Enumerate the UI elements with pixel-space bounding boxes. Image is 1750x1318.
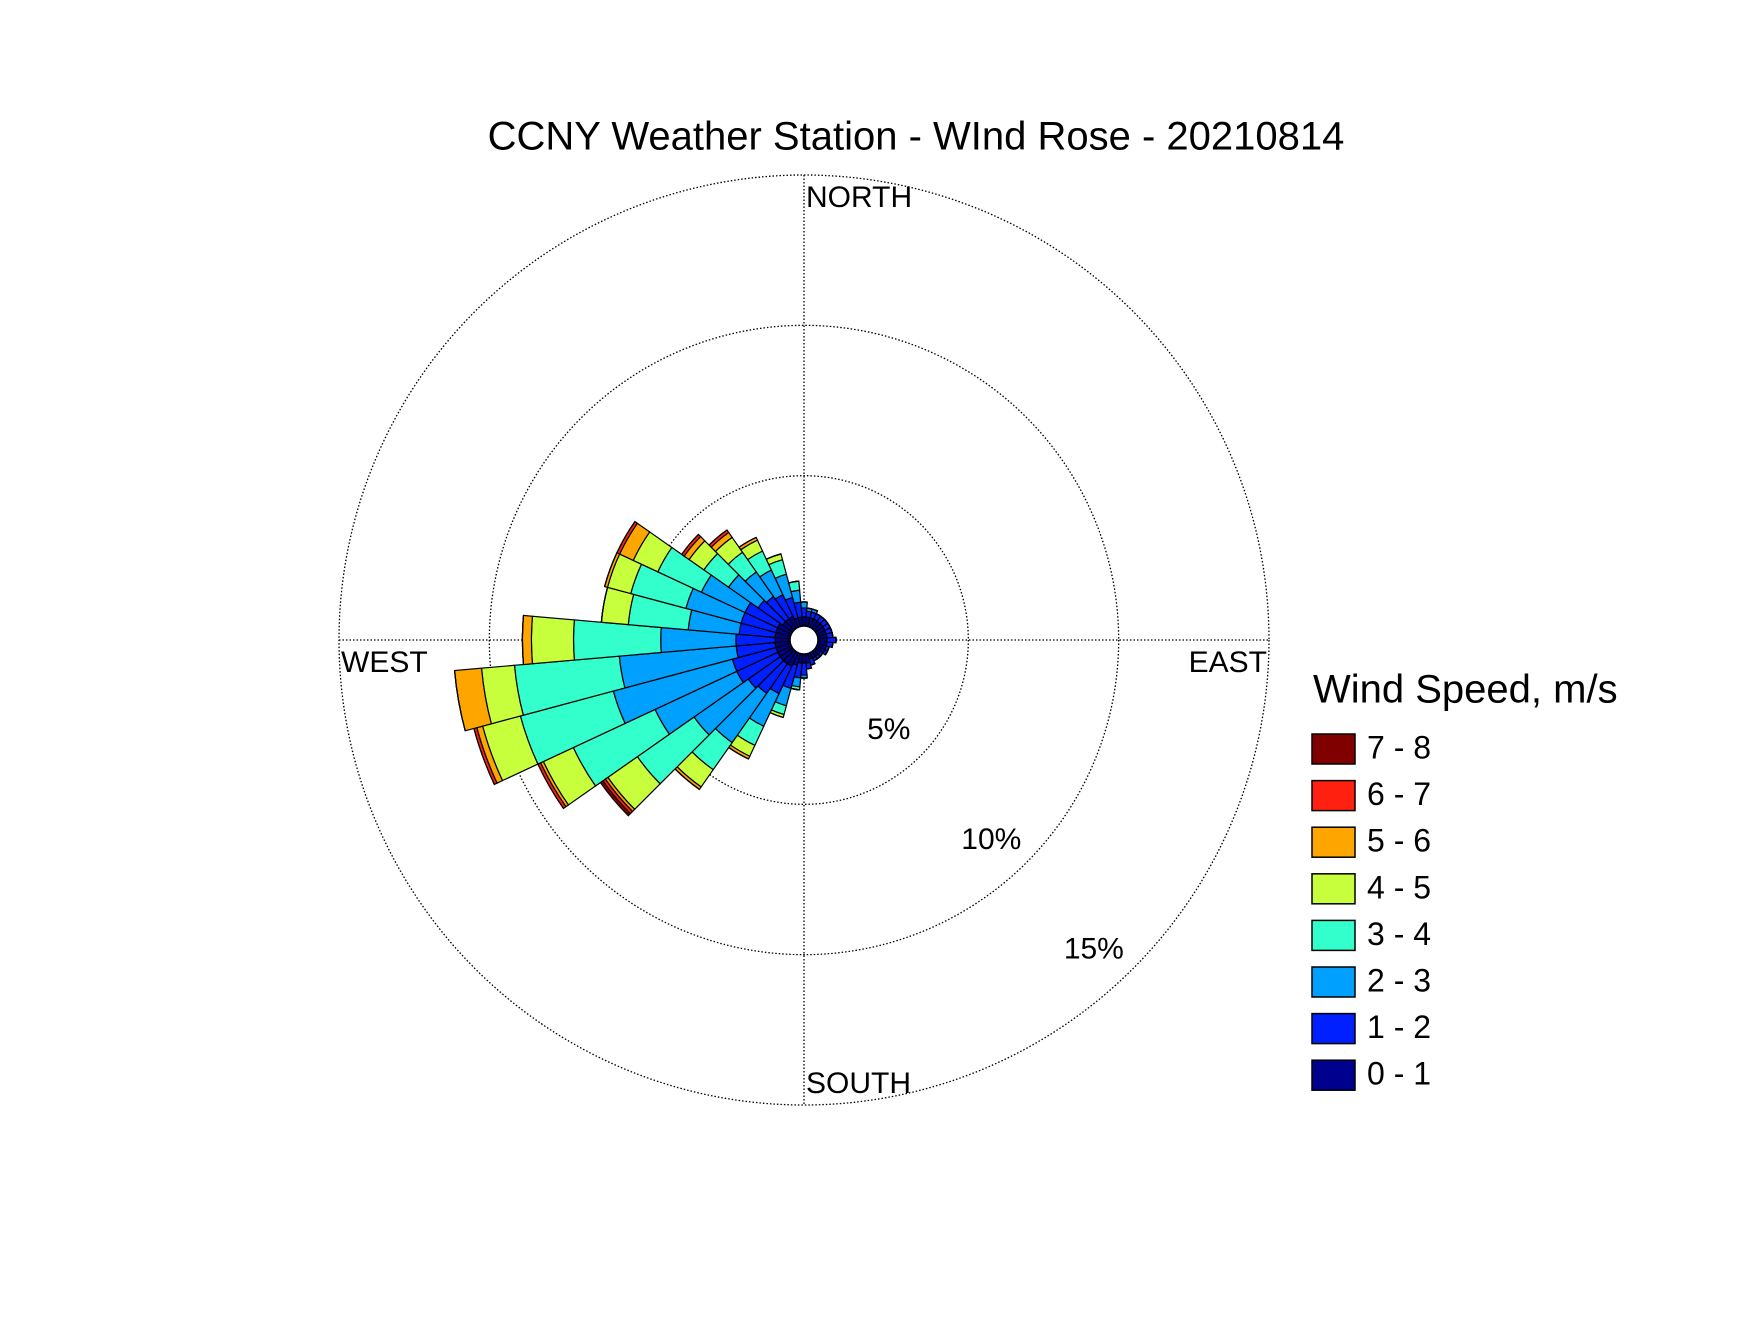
r-tick-label: 10% xyxy=(961,823,1021,856)
direction-label: SOUTH xyxy=(806,1067,911,1100)
legend-swatch xyxy=(1312,1060,1355,1090)
legend-label: 5 - 6 xyxy=(1367,823,1431,859)
direction-label: EAST xyxy=(1189,646,1267,679)
legend-title: Wind Speed, m/s xyxy=(1313,668,1618,712)
chart-title: CCNY Weather Station - WInd Rose - 20210… xyxy=(488,115,1345,159)
legend-label: 4 - 5 xyxy=(1367,869,1431,905)
legend-label: 1 - 2 xyxy=(1367,1009,1431,1045)
legend-label: 7 - 8 xyxy=(1367,729,1431,765)
direction-label: WEST xyxy=(341,646,428,679)
legend-swatch xyxy=(1312,734,1355,764)
wedge xyxy=(531,616,574,664)
legend-swatch xyxy=(1312,827,1355,857)
legend-label: 6 - 7 xyxy=(1367,776,1431,812)
legend-swatch xyxy=(1312,781,1355,811)
legend-swatch xyxy=(1312,920,1355,950)
legend-swatch xyxy=(1312,1014,1355,1044)
r-tick-label: 5% xyxy=(867,713,910,746)
direction-label: NORTH xyxy=(806,181,912,214)
legend-label: 2 - 3 xyxy=(1367,962,1431,998)
legend-swatch xyxy=(1312,874,1355,904)
wedge xyxy=(522,615,532,664)
center-hole xyxy=(790,626,818,654)
r-tick-label: 15% xyxy=(1064,933,1124,966)
legend-swatch xyxy=(1312,967,1355,997)
legend-label: 0 - 1 xyxy=(1367,1056,1431,1092)
legend-label: 3 - 4 xyxy=(1367,916,1431,952)
